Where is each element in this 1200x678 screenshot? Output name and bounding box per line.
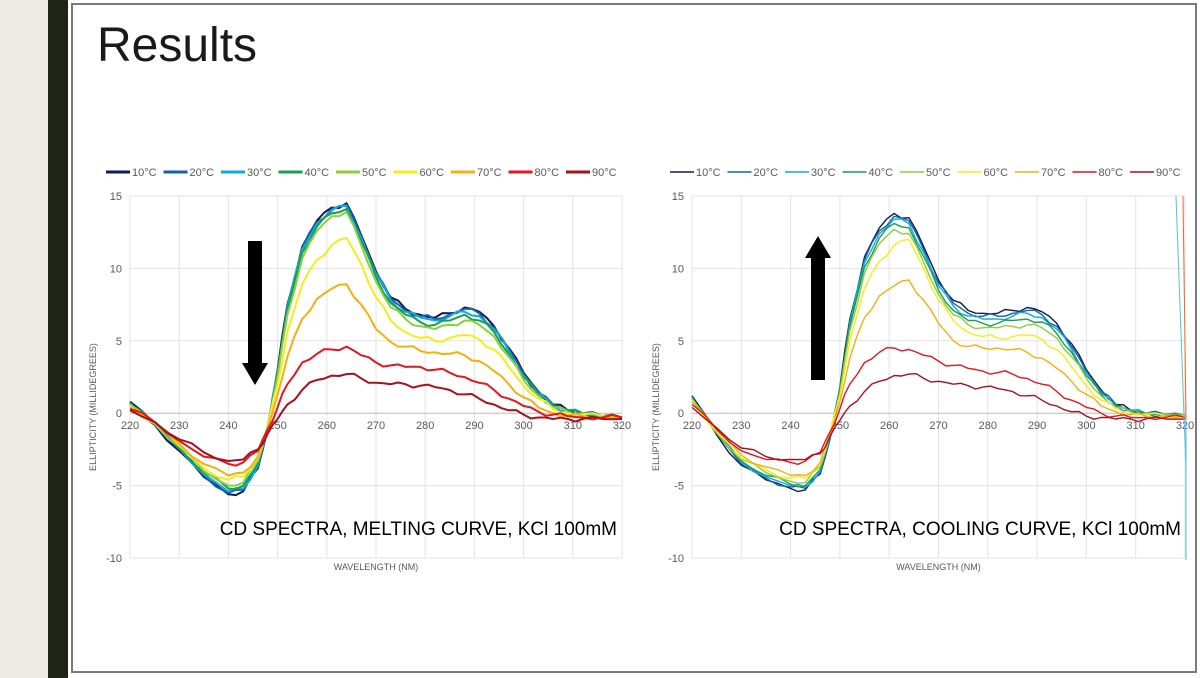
legend-label: 20°C [190, 167, 215, 179]
series-line-70c [129, 283, 623, 477]
y-tick-label: -5 [674, 481, 684, 493]
y-tick-label: 15 [672, 191, 684, 203]
x-tick-label: 320 [613, 420, 631, 432]
legend-label: 80°C [1099, 167, 1124, 179]
series-line-90c [691, 373, 1186, 461]
x-tick-label: 220 [683, 420, 701, 432]
legend-label: 90°C [1156, 167, 1181, 179]
x-tick-label: 240 [781, 420, 799, 432]
x-tick-label: 270 [929, 420, 947, 432]
arrow-down-icon [242, 241, 268, 385]
y-tick-label: 5 [116, 336, 122, 348]
x-tick-label: 220 [121, 420, 139, 432]
series-line-60c [129, 237, 623, 481]
y-tick-label: 10 [110, 263, 122, 275]
series-line-40c [691, 222, 1186, 488]
legend-label: 60°C [984, 167, 1009, 179]
edge-artifact-lines [1175, 195, 1187, 560]
x-axis-title: WAVELENGTH (NM) [896, 562, 981, 572]
x-tick-label: 230 [732, 420, 750, 432]
page-title: Results [97, 19, 258, 72]
gridlines [691, 195, 1186, 559]
slide-accent-gap [68, 0, 71, 678]
x-tick-label: 230 [170, 420, 188, 432]
y-axis-title: ELLIPTICITY (MILLIDEGREES) [88, 343, 98, 471]
series-line-80c [129, 345, 623, 467]
arrow-up-icon [805, 236, 831, 380]
legend-label: 30°C [811, 167, 836, 179]
legend-label: 70°C [1041, 167, 1066, 179]
chart-annotation: CD SPECTRA, MELTING CURVE, KCl 100mM [220, 519, 617, 540]
y-tick-label: -10 [668, 553, 684, 565]
series-lines [691, 212, 1186, 493]
series-line-60c [691, 238, 1186, 480]
x-tick-label: 280 [416, 420, 434, 432]
series-line-40c [129, 208, 623, 491]
legend-label: 20°C [754, 167, 779, 179]
legend-label: 10°C [696, 167, 721, 179]
y-axis-title: ELLIPTICITY (MILLIDEGREES) [651, 343, 661, 471]
y-tick-label: 10 [672, 263, 684, 275]
x-tick-label: 290 [1028, 420, 1046, 432]
legend-label: 90°C [592, 167, 617, 179]
legend-label: 10°C [132, 167, 157, 179]
y-tick-label: -10 [106, 553, 122, 565]
y-tick-label: 15 [110, 191, 122, 203]
series-line-70c [691, 279, 1186, 477]
slide-left-margin [0, 0, 48, 678]
x-tick-label: 310 [1127, 420, 1145, 432]
legend-label: 50°C [362, 167, 387, 179]
legend: 10°C 20°C 30°C 40°C 50°C 60°C 70°C 80°C 90°C [670, 167, 1181, 179]
x-tick-label: 280 [979, 420, 997, 432]
series-line-50c [691, 228, 1186, 484]
legend-label: 30°C [247, 167, 272, 179]
x-tick-label: 310 [564, 420, 582, 432]
x-tick-label: 270 [367, 420, 385, 432]
series-lines [129, 202, 623, 497]
series-line-90c [129, 372, 623, 462]
y-tick-label: 0 [678, 408, 684, 420]
legend-label: 50°C [926, 167, 951, 179]
legend-label: 80°C [535, 167, 560, 179]
x-tick-label: 300 [1077, 420, 1095, 432]
y-tick-label: -5 [112, 481, 122, 493]
legend-label: 70°C [477, 167, 502, 179]
x-tick-label: 290 [465, 420, 483, 432]
x-tick-label: 320 [1176, 420, 1194, 432]
y-tick-label: 5 [678, 336, 684, 348]
y-tick-label: 0 [116, 408, 122, 420]
x-tick-label: 300 [514, 420, 532, 432]
legend-label: 40°C [869, 167, 894, 179]
x-tick-label: 260 [318, 420, 336, 432]
chart-annotation: CD SPECTRA, COOLING CURVE, KCl 100mM [779, 519, 1181, 540]
legend: 10°C 20°C 30°C 40°C 50°C 60°C 70°C 80°C 90°C [106, 167, 617, 179]
series-line-50c [129, 210, 623, 487]
x-tick-label: 240 [219, 420, 237, 432]
series-line-80c [691, 347, 1186, 465]
legend-label: 40°C [305, 167, 330, 179]
slide-accent-bar [48, 0, 68, 678]
x-tick-label: 260 [880, 420, 898, 432]
legend-label: 60°C [420, 167, 445, 179]
x-axis-title: WAVELENGTH (NM) [334, 562, 419, 572]
